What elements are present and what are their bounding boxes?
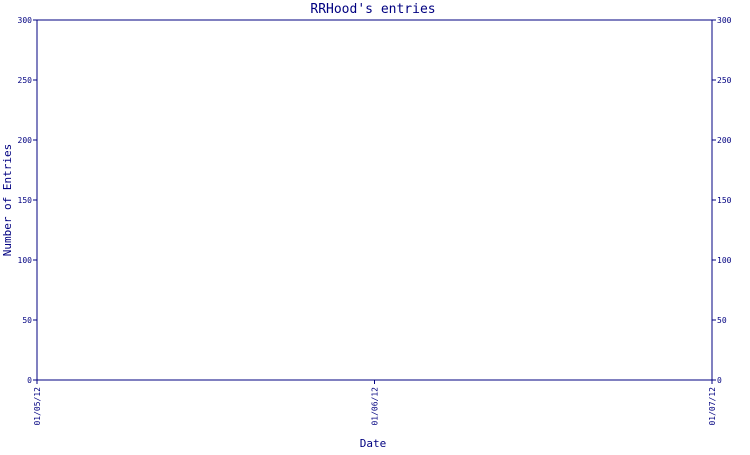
plot-area-frame (36, 19, 713, 381)
y-tick-label-right: 100 (717, 256, 732, 265)
y-axis-right: 0 50 100 150 200 250 300 (712, 16, 732, 385)
y-tick-label-left: 50 (22, 316, 32, 325)
y-tick-label-left: 150 (18, 196, 33, 205)
y-tick-label-right: 0 (717, 376, 722, 385)
y-tick-label-left: 0 (27, 376, 32, 385)
y-tick-label-right: 50 (717, 316, 727, 325)
x-tick-label: 01/06/12 (371, 387, 380, 426)
y-tick-label-left: 300 (18, 16, 33, 25)
chart-title: RRHood's entries (310, 2, 435, 17)
y-tick-label-right: 300 (717, 16, 732, 25)
x-tick-label: 01/05/12 (33, 387, 42, 426)
y-tick-label-left: 200 (18, 136, 33, 145)
y-tick-label-left: 250 (18, 76, 33, 85)
y-tick-label-left: 100 (18, 256, 33, 265)
y-tick-label-right: 150 (717, 196, 732, 205)
y-axis-label: Number of Entries (1, 144, 14, 257)
y-tick-label-right: 250 (717, 76, 732, 85)
y-tick-label-right: 200 (717, 136, 732, 145)
x-axis: 01/05/12 01/06/12 01/07/12 (33, 380, 717, 426)
y-axis-left: 0 50 100 150 200 250 300 (18, 16, 37, 385)
x-tick-label: 01/07/12 (708, 387, 717, 426)
x-axis-label: Date (360, 437, 387, 450)
